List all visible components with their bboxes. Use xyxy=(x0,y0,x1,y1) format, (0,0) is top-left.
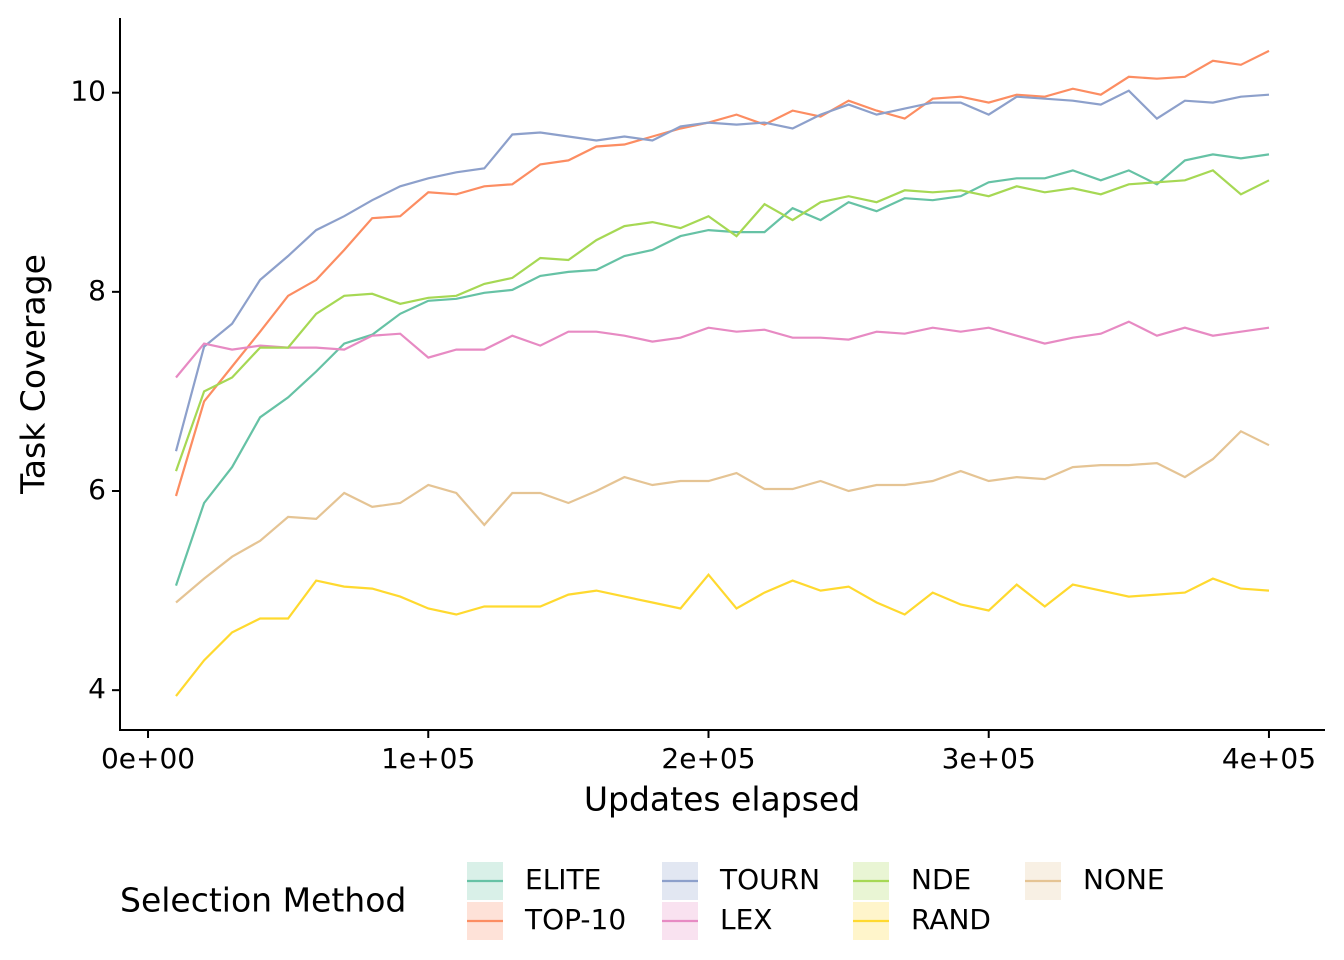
series-line xyxy=(174,153,1270,586)
series-line xyxy=(175,572,1270,697)
series-line xyxy=(175,429,1270,604)
x-tick-label: 3e+05 xyxy=(942,742,1036,775)
legend-label: NDE xyxy=(911,863,971,896)
y-tick-label: 10 xyxy=(70,75,106,108)
legend-label: TOURN xyxy=(719,863,820,896)
y-tick-label: 8 xyxy=(88,274,106,307)
series-line xyxy=(175,320,1270,379)
x-tick-label: 2e+05 xyxy=(661,742,755,775)
legend-label: LEX xyxy=(720,903,772,936)
legend-label: NONE xyxy=(1083,863,1165,896)
x-axis-title: Updates elapsed xyxy=(584,780,860,819)
legend-label: ELITE xyxy=(525,863,601,896)
series-line xyxy=(174,49,1270,497)
x-tick-label: 1e+05 xyxy=(381,742,475,775)
x-tick-label: 0e+00 xyxy=(101,742,195,775)
legend-label: TOP-10 xyxy=(524,903,626,936)
legend-label: RAND xyxy=(911,903,991,936)
y-tick-label: 4 xyxy=(88,672,106,705)
x-tick-label: 4e+05 xyxy=(1222,742,1316,775)
y-axis-title: Task Coverage xyxy=(14,254,53,495)
series-line xyxy=(174,89,1270,452)
legend-title: Selection Method xyxy=(120,881,406,920)
y-tick-label: 6 xyxy=(88,473,106,506)
series-line xyxy=(174,169,1270,472)
